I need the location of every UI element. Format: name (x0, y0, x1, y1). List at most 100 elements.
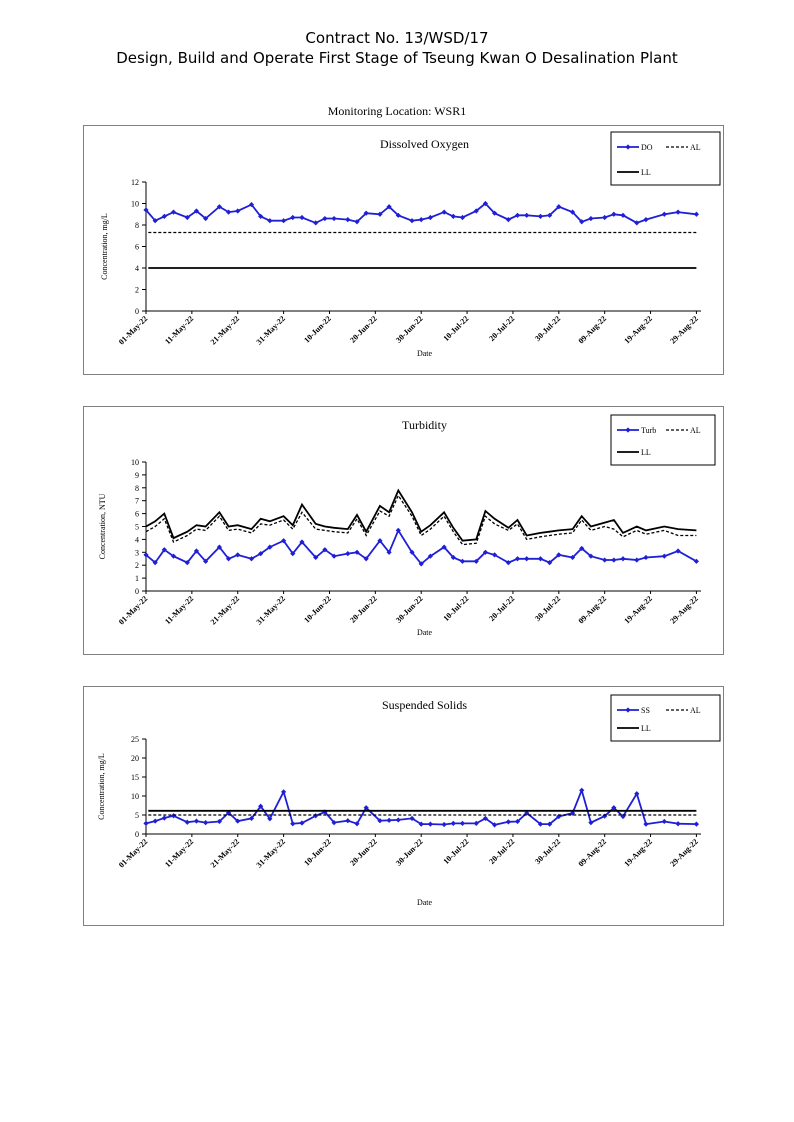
data-point (505, 819, 511, 825)
data-point (152, 560, 158, 566)
chart-suspended-solids: Suspended Solids 0 5 10 15 20 25 01-May-22 11-Ma… (83, 686, 724, 926)
x-tick-label: 19-Aug-22 (622, 314, 654, 346)
x-tick-label: 21-May-22 (209, 314, 241, 346)
data-point (290, 821, 296, 827)
data-point (281, 218, 287, 224)
data-point (569, 209, 576, 215)
data-point (363, 556, 369, 562)
chart-dissolved-oxygen: Dissolved Oxygen 0 2 4 6 8 10 12 01-May-22 11-May… (83, 125, 724, 375)
data-point (143, 207, 149, 213)
data-point (482, 200, 489, 207)
data-point (203, 820, 209, 826)
data-point (170, 209, 177, 215)
data-point (675, 548, 681, 554)
x-tick-label: 11-May-22 (163, 837, 195, 869)
data-point (569, 810, 576, 816)
data-point (459, 820, 466, 826)
legend-label: LL (641, 168, 651, 177)
x-tick-label: 29-Aug-22 (668, 837, 700, 869)
data-point (248, 201, 255, 208)
data-point (225, 556, 232, 562)
data-point (450, 213, 456, 219)
data-point (450, 554, 456, 561)
legend-marker (625, 427, 631, 433)
data-point (602, 813, 608, 819)
chart-svg: Suspended Solids 0 5 10 15 20 25 01-May-22 11-Ma… (97, 694, 721, 907)
data-point (184, 214, 190, 221)
x-tick-label: 01-May-22 (117, 594, 149, 626)
y-tick-label: 7 (135, 497, 139, 506)
data-point (313, 220, 319, 226)
data-point (441, 209, 447, 215)
data-point (427, 821, 433, 827)
x-tick-label: 31-May-22 (255, 314, 287, 346)
x-tick-label: 19-Aug-22 (622, 837, 654, 869)
x-tick-label: 09-Aug-22 (577, 594, 609, 626)
chart-turbidity: Turbidity 0 1 2 3 4 5 6 7 8 9 10 01-May-22 11-May-22 2… (83, 406, 724, 655)
legend-box (610, 131, 721, 186)
data-point (537, 556, 544, 562)
x-tick-label: 21-May-22 (209, 594, 241, 626)
data-point (661, 211, 667, 217)
data-point (395, 527, 401, 533)
y-tick-label: 0 (135, 307, 139, 316)
x-tick-label: 30-Jul-22 (533, 314, 562, 343)
y-tick-label: 15 (131, 773, 139, 782)
data-point (634, 791, 640, 797)
data-point (299, 214, 305, 221)
data-point (152, 818, 158, 824)
data-point (386, 817, 392, 823)
legend-marker (625, 144, 631, 150)
x-tick-label: 30-Jun-22 (394, 837, 425, 868)
x-tick-label: 30-Jun-22 (394, 314, 425, 345)
chart-title: Dissolved Oxygen (380, 137, 469, 151)
x-tick-label: 30-Jun-22 (394, 594, 425, 625)
x-tick-label: 20-Jul-22 (487, 314, 516, 343)
data-point (161, 547, 167, 553)
project-title: Design, Build and Operate First Stage of… (116, 49, 678, 67)
data-point (386, 204, 392, 210)
chart-svg: Turbidity 0 1 2 3 4 5 6 7 8 9 10 01-May-22 11-May-22 2… (98, 414, 716, 637)
data-point (161, 815, 167, 821)
y-tick-label: 4 (135, 264, 139, 273)
data-point (514, 556, 521, 562)
data-point (409, 218, 415, 224)
legend-label: LL (641, 724, 651, 733)
series-line-ll (145, 488, 697, 542)
y-tick-label: 5 (135, 811, 139, 820)
data-point (225, 209, 232, 215)
y-tick-label: 12 (131, 178, 139, 187)
legend-label: SS (641, 706, 650, 715)
x-axis-label: Date (417, 898, 433, 907)
x-tick-label: 01-May-22 (117, 837, 149, 869)
x-tick-label: 11-May-22 (163, 594, 195, 626)
y-tick-label: 5 (135, 523, 139, 532)
y-tick-label: 8 (135, 484, 139, 493)
data-point (661, 553, 667, 559)
data-point (377, 211, 383, 217)
x-tick-label: 30-Jul-22 (533, 594, 562, 623)
x-tick-label: 21-May-22 (209, 837, 241, 869)
data-point (354, 219, 360, 225)
data-point (675, 209, 681, 215)
data-point (547, 821, 553, 827)
data-point (290, 214, 296, 221)
data-point (602, 557, 608, 563)
data-point (184, 560, 190, 566)
data-point (569, 554, 576, 561)
data-point (643, 554, 649, 561)
data-point (643, 217, 649, 223)
data-point (161, 213, 167, 219)
data-point (386, 549, 392, 555)
x-axis-label: Date (417, 628, 433, 637)
data-point (143, 820, 149, 826)
data-point (363, 210, 369, 216)
x-tick-label: 31-May-22 (255, 594, 287, 626)
data-point (235, 552, 241, 558)
legend-label: LL (641, 448, 651, 457)
data-point (409, 815, 415, 822)
data-point (216, 544, 222, 550)
data-point (620, 556, 626, 562)
legend-label: Turb (641, 426, 656, 435)
x-tick-label: 20-Jun-22 (348, 314, 379, 345)
